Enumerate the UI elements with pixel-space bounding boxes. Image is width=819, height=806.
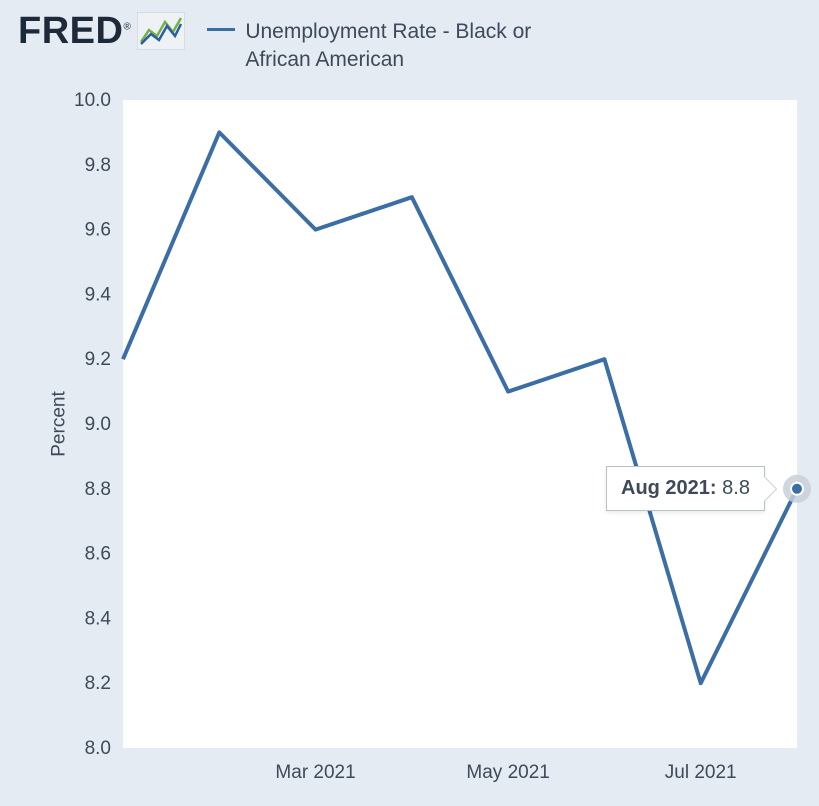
chart-icon xyxy=(137,12,185,50)
svg-text:9.4: 9.4 xyxy=(85,284,112,305)
svg-text:Mar 2021: Mar 2021 xyxy=(275,762,355,783)
svg-text:Jul 2021: Jul 2021 xyxy=(665,762,737,783)
data-tooltip: Aug 2021: 8.8 xyxy=(606,466,765,511)
svg-text:8.0: 8.0 xyxy=(85,738,111,759)
legend-label: Unemployment Rate - Black or African Ame… xyxy=(245,18,585,75)
svg-text:May 2021: May 2021 xyxy=(466,762,549,783)
logo-text: FRED® xyxy=(18,12,131,50)
svg-text:8.6: 8.6 xyxy=(85,544,111,565)
svg-text:9.8: 9.8 xyxy=(85,155,111,176)
svg-text:8.2: 8.2 xyxy=(85,673,111,694)
tooltip-arrow-icon xyxy=(764,476,777,502)
chart-container: FRED® Unemployment Rate - Black or Afric… xyxy=(0,0,819,806)
legend-swatch xyxy=(207,28,235,31)
legend: Unemployment Rate - Black or African Ame… xyxy=(207,18,585,75)
fred-logo: FRED® xyxy=(18,12,185,50)
y-axis-label: Percent xyxy=(49,391,71,456)
svg-text:8.4: 8.4 xyxy=(85,608,112,629)
svg-text:8.8: 8.8 xyxy=(85,479,111,500)
tooltip-label: Aug 2021: xyxy=(621,477,717,499)
svg-text:9.0: 9.0 xyxy=(85,414,111,435)
tooltip-value: 8.8 xyxy=(722,477,750,499)
svg-text:9.2: 9.2 xyxy=(85,349,111,370)
chart-area: Percent 8.08.28.48.68.89.09.29.49.69.810… xyxy=(75,100,797,748)
svg-text:10.0: 10.0 xyxy=(74,90,111,111)
svg-text:9.6: 9.6 xyxy=(85,220,111,241)
chart-header: FRED® Unemployment Rate - Black or Afric… xyxy=(0,0,819,75)
line-chart: 8.08.28.48.68.89.09.29.49.69.810.0Mar 20… xyxy=(75,100,797,748)
